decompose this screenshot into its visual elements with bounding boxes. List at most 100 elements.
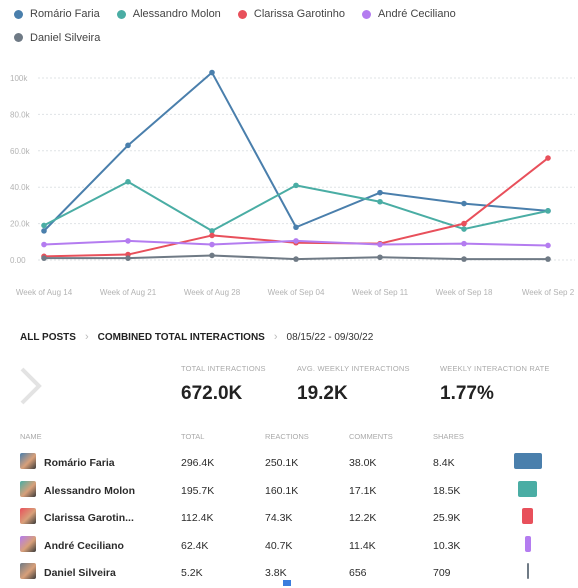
- cell-comments: 17.1K: [349, 484, 377, 497]
- data-point: [41, 222, 47, 229]
- table-row[interactable]: Daniel Silveira 5.2K 3.8K 656 709: [20, 560, 560, 588]
- date-range[interactable]: 08/15/22 - 09/30/22: [286, 331, 374, 343]
- cell-name[interactable]: Romário Faria: [44, 457, 115, 469]
- data-point: [209, 228, 215, 234]
- table-body: Romário Faria 296.4K 250.1K 38.0K 8.4K Alessa…: [20, 450, 560, 588]
- data-point: [125, 142, 131, 149]
- stat-weekly-rate: WEEKLY INTERACTION RATE 1.77%: [440, 364, 550, 405]
- data-point: [41, 228, 47, 234]
- data-point: [125, 178, 131, 185]
- x-tick-label: Week of Sep 18: [436, 288, 493, 297]
- breadcrumb-combined[interactable]: COMBINED TOTAL INTERACTIONS: [97, 331, 265, 343]
- x-tick-label: Week of Sep 04: [268, 288, 325, 297]
- header-reactions[interactable]: REACTIONS: [265, 432, 309, 441]
- data-point: [293, 238, 299, 244]
- share-bar: [525, 535, 531, 552]
- data-point: [545, 242, 551, 249]
- data-point: [209, 69, 215, 76]
- scroll-indicator[interactable]: [283, 580, 291, 586]
- table-header: NAME TOTAL REACTIONS COMMENTS SHARES: [20, 432, 560, 450]
- x-tick-label: Week of Aug 14: [16, 288, 73, 297]
- data-point: [545, 155, 551, 161]
- header-total[interactable]: TOTAL: [181, 432, 205, 441]
- cell-name[interactable]: Alessandro Molon: [44, 484, 136, 497]
- share-bar: [527, 563, 529, 579]
- chart-legend: Romário Faria Alessandro Molon Clarissa …: [14, 3, 574, 50]
- legend-item-andre[interactable]: André Ceciliano: [362, 3, 456, 25]
- chevron-right-icon: ›: [273, 331, 278, 343]
- y-tick-label: 0.00: [10, 256, 26, 265]
- header-comments[interactable]: COMMENTS: [349, 432, 393, 441]
- interactions-line-chart: 0.00 20.0k 40.0k 60.0k 80.0k 100k Week of Aug …: [10, 69, 575, 297]
- cell-reactions: 74.3K: [265, 512, 293, 524]
- data-point: [377, 241, 383, 248]
- data-point: [461, 226, 467, 232]
- legend-dot: [116, 9, 126, 19]
- table-row[interactable]: Clarissa Garotin... 112.4K 74.3K 12.2K 25.9K: [20, 505, 560, 533]
- stat-value: 19.2K: [297, 383, 348, 404]
- share-bar: [518, 480, 537, 497]
- share-bar: [522, 508, 533, 524]
- stat-total-interactions: TOTAL INTERACTIONS 672.0K: [181, 364, 266, 405]
- legend-item-daniel[interactable]: Daniel Silveira: [14, 27, 100, 49]
- accounts-table: NAME TOTAL REACTIONS COMMENTS SHARES Rom…: [20, 432, 560, 588]
- x-tick-label: Week of Aug 21: [100, 288, 157, 297]
- cell-total: 296.4K: [181, 457, 215, 469]
- cell-reactions: 250.1K: [265, 457, 299, 469]
- cell-total: 195.7K: [181, 484, 215, 497]
- cell-comments: 38.0K: [349, 457, 377, 469]
- avatar: [20, 480, 36, 497]
- legend-item-molon[interactable]: Alessandro Molon: [116, 3, 221, 25]
- data-point: [209, 241, 215, 248]
- legend-label: Alessandro Molon: [132, 8, 221, 20]
- legend-dot: [14, 33, 23, 42]
- cell-shares: 18.5K: [433, 484, 461, 497]
- table-row[interactable]: Alessandro Molon 195.7K 160.1K 17.1K 18.5K: [20, 478, 560, 506]
- data-point: [125, 255, 131, 261]
- avatar: [20, 535, 36, 552]
- cell-shares: 25.9K: [433, 512, 461, 524]
- y-tick-label: 40.0k: [10, 183, 31, 192]
- legend-item-clarissa[interactable]: Clarissa Garotinho: [237, 3, 345, 25]
- share-bar: [514, 453, 542, 469]
- cell-shares: 709: [433, 567, 451, 579]
- data-point: [377, 189, 383, 196]
- x-tick-label: Week of Sep 2: [522, 288, 575, 297]
- avatar: [20, 508, 36, 524]
- cell-comments: 656: [349, 567, 367, 579]
- breadcrumb: ALL POSTS › COMBINED TOTAL INTERACTIONS …: [20, 331, 373, 343]
- stat-value: 1.77%: [440, 383, 494, 404]
- legend-label: Daniel Silveira: [30, 31, 101, 44]
- series-line: [43, 71, 549, 232]
- data-point: [461, 256, 467, 262]
- y-tick-label: 60.0k: [10, 147, 31, 156]
- header-shares[interactable]: SHARES: [433, 432, 464, 441]
- legend-label: Clarissa Garotinho: [253, 8, 345, 20]
- cell-total: 5.2K: [181, 567, 203, 579]
- cell-reactions: 160.1K: [265, 484, 299, 497]
- legend-label: André Ceciliano: [378, 8, 456, 20]
- data-point: [545, 256, 551, 262]
- data-point: [461, 220, 467, 227]
- header-name[interactable]: NAME: [20, 432, 42, 441]
- data-point: [377, 198, 383, 205]
- cell-name[interactable]: Clarissa Garotin...: [44, 512, 134, 524]
- cell-name[interactable]: André Ceciliano: [44, 539, 124, 552]
- cell-total: 62.4K: [181, 539, 209, 552]
- chevron-right-icon[interactable]: [18, 366, 44, 406]
- table-row[interactable]: André Ceciliano 62.4K 40.7K 11.4K 10.3K: [20, 533, 560, 561]
- legend-item-romario[interactable]: Romário Faria: [14, 3, 100, 25]
- cell-shares: 10.3K: [433, 539, 461, 552]
- cell-shares: 8.4K: [433, 457, 455, 469]
- data-point: [125, 238, 131, 244]
- data-point: [209, 252, 215, 259]
- avatar: [20, 453, 36, 469]
- y-tick-label: 20.0k: [10, 220, 31, 229]
- y-tick-label: 100k: [10, 74, 28, 83]
- cell-name[interactable]: Daniel Silveira: [44, 567, 116, 579]
- stat-label: WEEKLY INTERACTION RATE: [440, 364, 550, 373]
- legend-dot: [362, 9, 372, 19]
- cell-comments: 11.4K: [349, 539, 376, 552]
- table-row[interactable]: Romário Faria 296.4K 250.1K 38.0K 8.4K: [20, 450, 560, 478]
- breadcrumb-all-posts[interactable]: ALL POSTS: [20, 331, 76, 343]
